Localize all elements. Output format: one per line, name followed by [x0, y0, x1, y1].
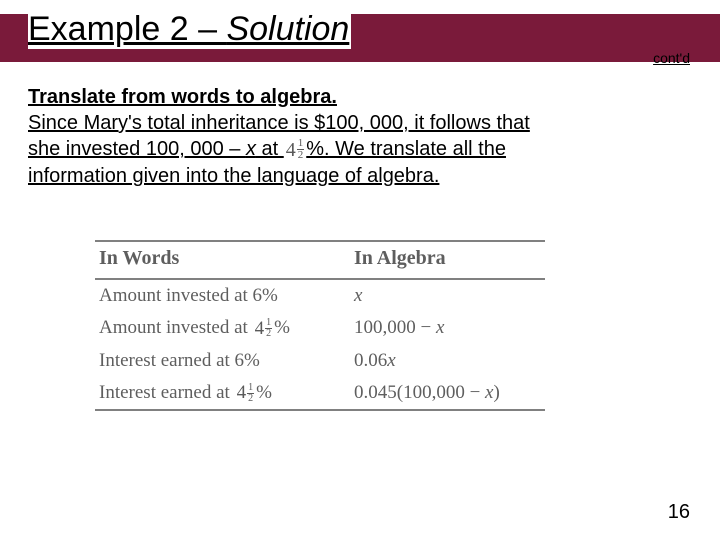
table-cell-algebra: x	[350, 279, 545, 312]
var-x: x	[246, 138, 256, 160]
table-cell-words: Amount invested at 6%	[95, 279, 350, 312]
fraction-4-1-2: 412	[255, 318, 273, 340]
page-title: Example 2 – Solution	[28, 10, 351, 49]
body-line2a: she invested 100, 000 –	[28, 138, 246, 160]
title-prefix: Example 2 –	[28, 10, 226, 48]
table-cell-words: Interest earned at 6%	[95, 345, 350, 377]
translation-table: In Words In Algebra Amount invested at 6…	[95, 240, 545, 411]
fraction-4-1-2: 412	[237, 382, 255, 404]
body-paragraph: Translate from words to algebra. Since M…	[28, 84, 668, 189]
body-line2b: at	[256, 138, 284, 160]
page-number: 16	[668, 501, 690, 524]
table-cell-words: Amount invested at 412%	[95, 312, 350, 345]
col-header-words: In Words	[95, 242, 350, 279]
body-heading: Translate from words to algebra.	[28, 86, 337, 108]
body-line3: information given into the language of a…	[28, 165, 439, 187]
continued-label: cont'd	[653, 50, 690, 66]
body-line2c: %. We translate all the	[306, 138, 506, 160]
body-line1: Since Mary's total inheritance is $100, …	[28, 112, 530, 134]
table-cell-algebra: 0.06x	[350, 345, 545, 377]
table-cell-words: Interest earned at 412%	[95, 377, 350, 411]
table-cell-algebra: 0.045(100,000 − x)	[350, 377, 545, 411]
table-cell-algebra: 100,000 − x	[350, 312, 545, 345]
title-italic: Solution	[226, 10, 349, 48]
fraction-4-1-2: 412	[286, 137, 305, 163]
col-header-algebra: In Algebra	[350, 242, 545, 279]
